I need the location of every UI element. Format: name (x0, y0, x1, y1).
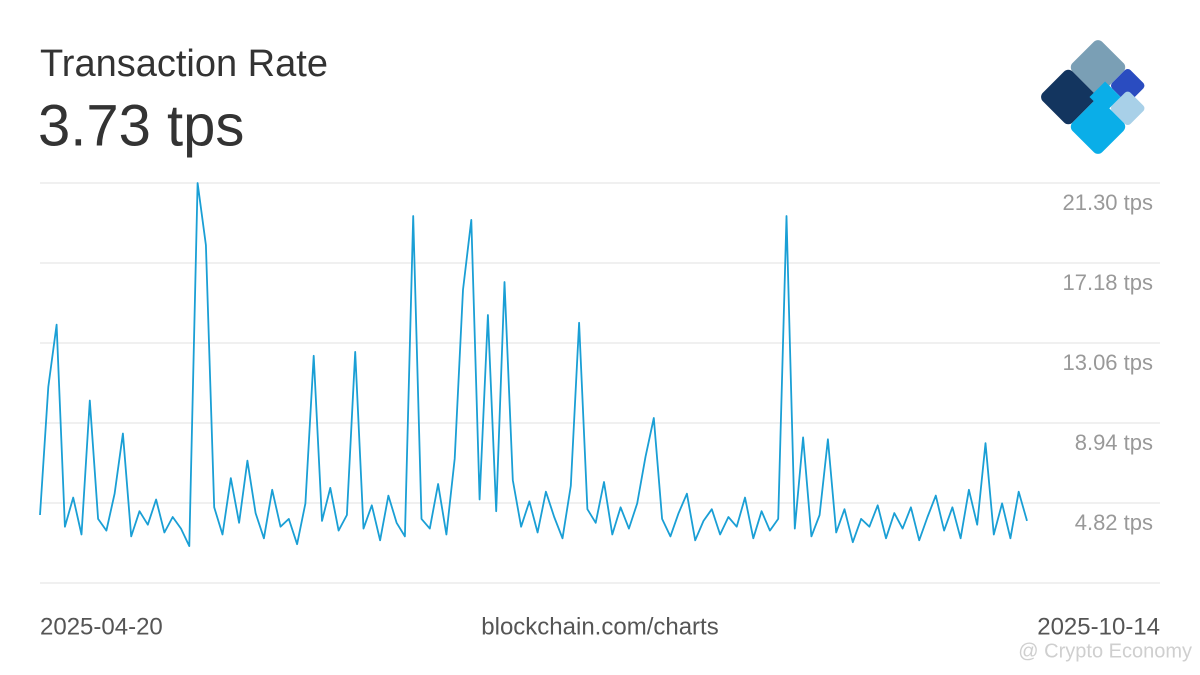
watermark: @ Crypto Economy (1018, 640, 1192, 662)
y-tick-label: 13.06 tps (1062, 350, 1153, 375)
chart-title: Transaction Rate (40, 43, 328, 85)
y-tick-label: 21.30 tps (1062, 190, 1153, 215)
x-end-label: 2025-10-14 (1037, 613, 1160, 640)
data-line (39, 182, 1028, 547)
current-value: 3.73 tps (38, 93, 244, 158)
source: blockchain.com/charts (481, 613, 718, 640)
logo (1041, 40, 1145, 154)
y-tick-label: 8.94 tps (1075, 430, 1153, 455)
logo-piece (1041, 69, 1096, 125)
logo-piece (1110, 91, 1145, 126)
y-tick-label: 4.82 tps (1075, 510, 1153, 535)
y-tick-label: 17.18 tps (1062, 270, 1153, 295)
x-start-label: 2025-04-20 (40, 613, 163, 640)
logo-piece (1110, 68, 1145, 103)
logo-piece (1070, 40, 1126, 95)
logo-piece (1070, 99, 1126, 154)
